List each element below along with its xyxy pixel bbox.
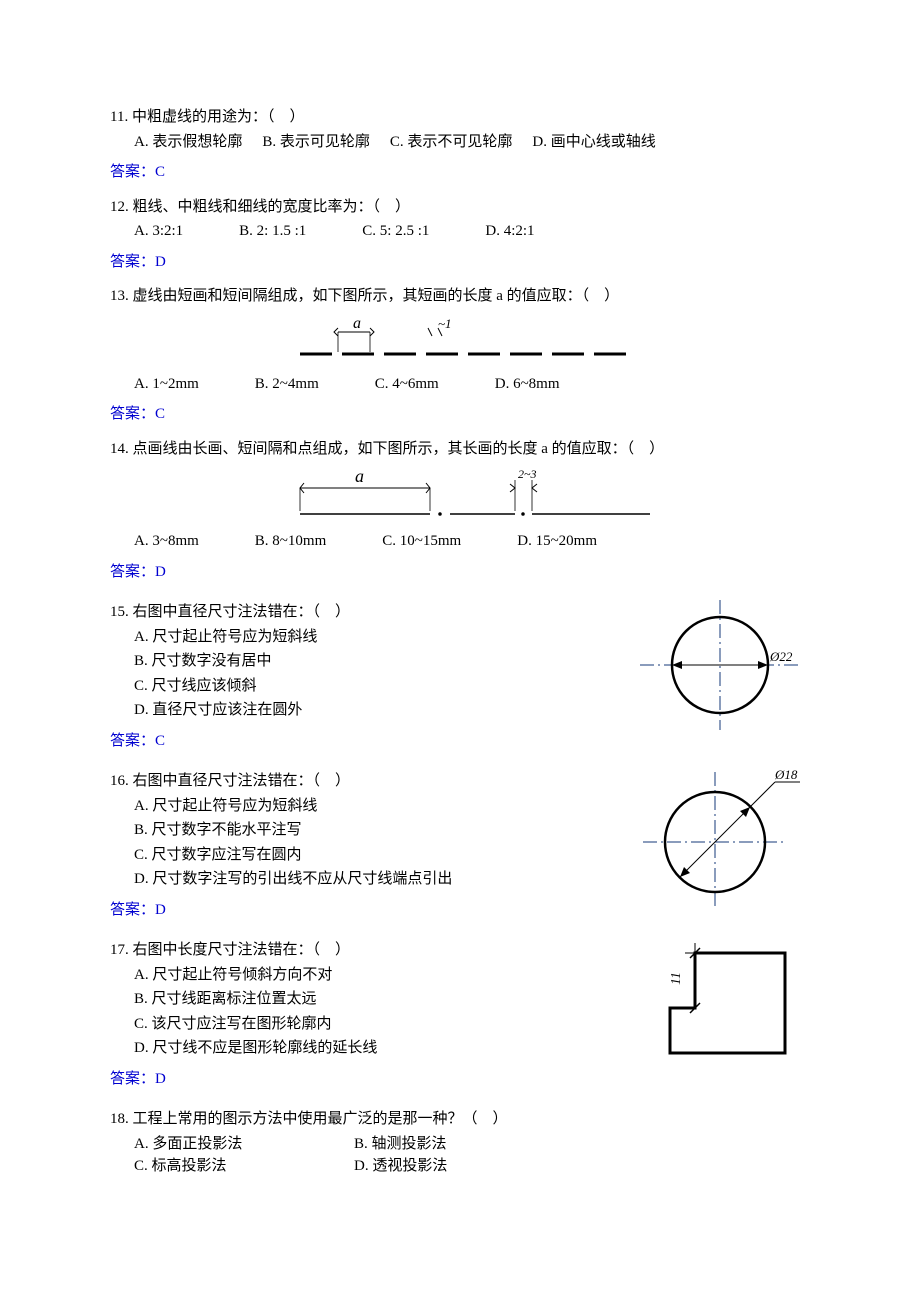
q16-figure: Ø18 [630,764,810,914]
question-18: 18. 工程上常用的图示方法中使用最广泛的是那一种？（ ） A. 多面正投影法 … [110,1108,810,1178]
q13-figure: a ~1 [110,314,810,369]
q17-text: 17. 右图中长度尺寸注法错在：（ ） [110,939,630,962]
q11-answer: 答案：C [110,161,810,184]
q17-opt-b: B. 尺寸线距离标注位置太远 [134,988,630,1011]
question-12: 12. 粗线、中粗线和细线的宽度比率为：（ ） A. 3:2:1 B. 2: 1… [110,196,810,243]
q13-options: A. 1~2mm B. 2~4mm C. 4~6mm D. 6~8mm [134,373,810,396]
q12-text: 12. 粗线、中粗线和细线的宽度比率为：（ ） [110,196,810,219]
question-11: 11. 中粗虚线的用途为：（ ） A. 表示假想轮廓 B. 表示可见轮廓 C. … [110,106,810,153]
q15-opt-d: D. 直径尺寸应该注在圆外 [134,699,630,722]
q14-options: A. 3~8mm B. 8~10mm C. 10~15mm D. 15~20mm [134,530,810,553]
q11-opt-a: A. 表示假想轮廓 [134,131,242,154]
q14-fig-gap-label: 2~3 [518,467,537,481]
q13-opt-a: A. 1~2mm [134,373,199,396]
q15-opt-b: B. 尺寸数字没有居中 [134,650,630,673]
q11-opt-b: B. 表示可见轮廓 [262,131,370,154]
question-15-wrap: 15. 右图中直径尺寸注法错在：（ ） A. 尺寸起止符号应为短斜线 B. 尺寸… [110,595,810,764]
q16-text: 16. 右图中直径尺寸注法错在：（ ） [110,770,630,793]
q18-opt-a: A. 多面正投影法 [134,1133,354,1156]
q12-opt-b: B. 2: 1.5 :1 [239,220,306,243]
q13-opt-d: D. 6~8mm [495,373,560,396]
q12-opt-d: D. 4:2:1 [485,220,534,243]
q15-text: 15. 右图中直径尺寸注法错在：（ ） [110,601,630,624]
q15-opt-c: C. 尺寸线应该倾斜 [134,675,630,698]
q16-opt-c: C. 尺寸数字应注写在圆内 [134,844,630,867]
q14-opt-c: C. 10~15mm [382,530,461,553]
q15-opt-a: A. 尺寸起止符号应为短斜线 [134,626,630,649]
question-16: 16. 右图中直径尺寸注法错在：（ ） A. 尺寸起止符号应为短斜线 B. 尺寸… [110,770,630,891]
q14-figure: a 2~3 [110,466,810,526]
q12-opt-c: C. 5: 2.5 :1 [362,220,429,243]
q16-opt-b: B. 尺寸数字不能水平注写 [134,819,630,842]
q17-dim-label: 11 [669,972,684,985]
q18-text: 18. 工程上常用的图示方法中使用最广泛的是那一种？（ ） [110,1108,810,1131]
q14-fig-a-label: a [355,466,364,486]
q16-answer: 答案：D [110,899,630,922]
question-17-wrap: 17. 右图中长度尺寸注法错在：（ ） A. 尺寸起止符号倾斜方向不对 B. 尺… [110,933,810,1102]
q14-answer: 答案：D [110,561,810,584]
question-15: 15. 右图中直径尺寸注法错在：（ ） A. 尺寸起止符号应为短斜线 B. 尺寸… [110,601,630,722]
q13-fig-a-label: a [353,315,361,332]
q14-text: 14. 点画线由长画、短间隔和点组成，如下图所示，其长画的长度 a 的值应取：（… [110,438,810,461]
q14-opt-d: D. 15~20mm [517,530,597,553]
q13-opt-c: C. 4~6mm [375,373,439,396]
q18-opt-b: B. 轴测投影法 [354,1133,447,1156]
q16-opt-d: D. 尺寸数字注写的引出线不应从尺寸线端点引出 [134,868,630,891]
q15-dim-label: Ø22 [769,649,793,664]
q11-options: A. 表示假想轮廓 B. 表示可见轮廓 C. 表示不可见轮廓 D. 画中心线或轴… [134,131,810,154]
q13-answer: 答案：C [110,403,810,426]
q11-opt-d: D. 画中心线或轴线 [532,131,655,154]
question-16-wrap: 16. 右图中直径尺寸注法错在：（ ） A. 尺寸起止符号应为短斜线 B. 尺寸… [110,764,810,933]
q12-answer: 答案：D [110,251,810,274]
q14-opt-a: A. 3~8mm [134,530,199,553]
question-13: 13. 虚线由短画和短间隔组成，如下图所示，其短画的长度 a 的值应取：（ ） … [110,285,810,395]
q13-opt-b: B. 2~4mm [255,373,319,396]
q11-text: 11. 中粗虚线的用途为：（ ） [110,106,810,129]
q18-opt-c: C. 标高投影法 [134,1155,354,1178]
q16-dim-label: Ø18 [774,767,798,782]
q17-opt-d: D. 尺寸线不应是图形轮廓线的延长线 [134,1037,630,1060]
q17-figure: 11 [630,933,810,1063]
q13-text: 13. 虚线由短画和短间隔组成，如下图所示，其短画的长度 a 的值应取：（ ） [110,285,810,308]
q12-options: A. 3:2:1 B. 2: 1.5 :1 C. 5: 2.5 :1 D. 4:… [134,220,810,243]
q13-fig-gap-label: ~1 [438,316,452,331]
q17-opt-c: C. 该尺寸应注写在图形轮廓内 [134,1013,630,1036]
q16-opt-a: A. 尺寸起止符号应为短斜线 [134,795,630,818]
q18-opt-d: D. 透视投影法 [354,1155,447,1178]
q15-answer: 答案：C [110,730,630,753]
q11-opt-c: C. 表示不可见轮廓 [390,131,513,154]
q18-options: A. 多面正投影法 B. 轴测投影法 C. 标高投影法 D. 透视投影法 [134,1133,810,1178]
q14-opt-b: B. 8~10mm [255,530,326,553]
q15-figure: Ø22 [630,595,810,735]
q17-answer: 答案：D [110,1068,630,1091]
q12-opt-a: A. 3:2:1 [134,220,183,243]
question-17: 17. 右图中长度尺寸注法错在：（ ） A. 尺寸起止符号倾斜方向不对 B. 尺… [110,939,630,1060]
q17-opt-a: A. 尺寸起止符号倾斜方向不对 [134,964,630,987]
question-14: 14. 点画线由长画、短间隔和点组成，如下图所示，其长画的长度 a 的值应取：（… [110,438,810,553]
